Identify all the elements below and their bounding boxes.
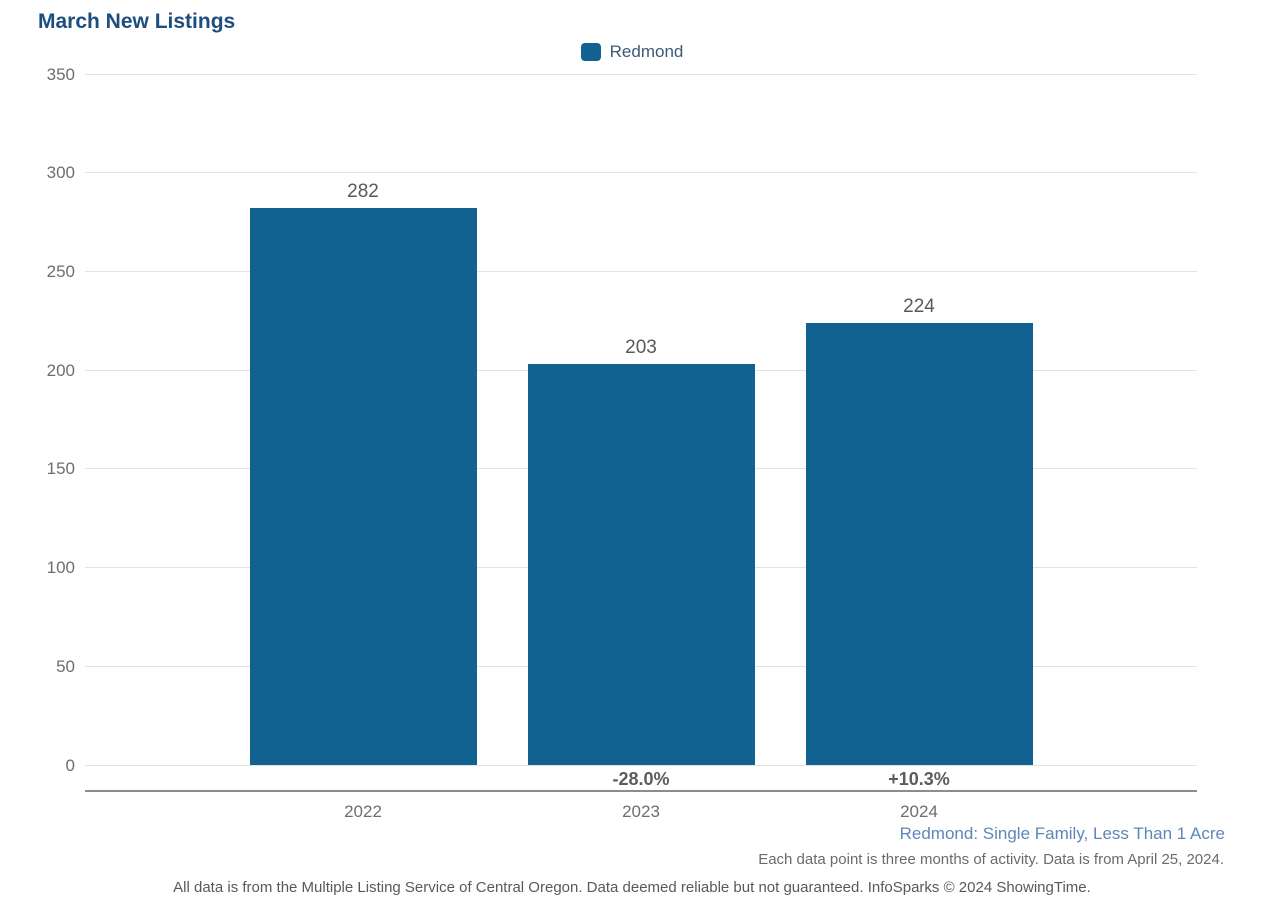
x-axis-label-2022: 2022 (344, 802, 382, 821)
x-axis-label-2024: 2024 (900, 802, 938, 821)
bar-2023[interactable] (527, 364, 755, 765)
bar-2024[interactable] (805, 322, 1033, 765)
x-axis-label-2023: 2023 (622, 802, 660, 821)
y-axis-label-0: 0 (65, 755, 75, 775)
y-axis-label-250: 250 (46, 261, 75, 281)
mls-disclaimer: All data is from the Multiple Listing Se… (173, 879, 1091, 896)
segment-filter-caption[interactable]: Redmond: Single Family, Less Than 1 Acre (899, 824, 1225, 843)
y-axis-label-50: 50 (56, 656, 75, 676)
y-axis-label-350: 350 (46, 64, 75, 84)
legend-swatch-redmond (580, 43, 601, 61)
y-axis-label-150: 150 (46, 459, 75, 479)
value-label-2022: 282 (347, 181, 379, 203)
pct-change-2024: +10.3% (888, 769, 950, 789)
y-axis-label-200: 200 (46, 360, 75, 380)
gridline-0 (85, 764, 1197, 766)
value-label-2024: 224 (903, 295, 935, 317)
pct-change-2023: -28.0% (612, 769, 670, 789)
gridline-250 (85, 270, 1197, 272)
gridline-300 (85, 172, 1197, 174)
x-axis-line (85, 790, 1197, 792)
chart-title: March New Listings (38, 10, 236, 33)
legend: Redmond (0, 41, 1264, 63)
data-period-note: Each data point is three months of activ… (758, 851, 1224, 868)
gridline-350 (85, 73, 1197, 75)
value-label-2023: 203 (625, 337, 657, 359)
bar-2022[interactable] (249, 208, 477, 765)
legend-label-redmond: Redmond (609, 42, 684, 61)
y-axis-label-100: 100 (46, 558, 75, 578)
y-axis-label-300: 300 (46, 163, 75, 183)
